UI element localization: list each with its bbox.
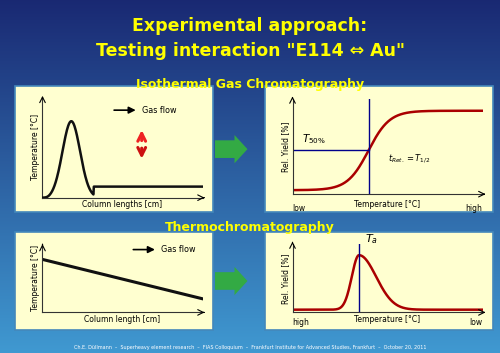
- Text: Ch.E. Düllmann  –  Superheavy element research  –  FIAS Colloquium  –  Frankfurt: Ch.E. Düllmann – Superheavy element rese…: [74, 345, 426, 350]
- Text: Temperature [°C]: Temperature [°C]: [354, 315, 420, 324]
- Y-axis label: Temperature [°C]: Temperature [°C]: [30, 114, 40, 180]
- FancyBboxPatch shape: [15, 86, 212, 212]
- X-axis label: Column length [cm]: Column length [cm]: [84, 315, 160, 324]
- Text: Thermochromatography: Thermochromatography: [165, 221, 335, 234]
- Text: low: low: [292, 204, 306, 213]
- Y-axis label: Rel. Yield [%]: Rel. Yield [%]: [280, 253, 289, 304]
- Text: Temperature [°C]: Temperature [°C]: [354, 201, 420, 209]
- Y-axis label: Rel. Yield [%]: Rel. Yield [%]: [280, 121, 289, 172]
- Text: low: low: [470, 318, 482, 327]
- Text: Gas flow: Gas flow: [161, 245, 196, 254]
- FancyBboxPatch shape: [15, 232, 212, 330]
- Text: $T_a$: $T_a$: [364, 232, 378, 246]
- Text: Experimental approach:: Experimental approach:: [132, 18, 368, 35]
- FancyBboxPatch shape: [265, 232, 492, 330]
- Y-axis label: Temperature [°C]: Temperature [°C]: [30, 245, 40, 311]
- X-axis label: Column lengths [cm]: Column lengths [cm]: [82, 201, 162, 209]
- FancyBboxPatch shape: [265, 86, 492, 212]
- Polygon shape: [215, 135, 248, 163]
- Polygon shape: [215, 267, 248, 295]
- Text: $T_{50\%}$: $T_{50\%}$: [302, 132, 326, 145]
- Text: high: high: [292, 318, 310, 327]
- Text: high: high: [466, 204, 482, 213]
- Text: $t_{Ret.}=T_{1/2}$: $t_{Ret.}=T_{1/2}$: [388, 152, 430, 165]
- Text: Testing interaction "E114 ⇔ Au": Testing interaction "E114 ⇔ Au": [96, 42, 405, 60]
- Text: Isothermal Gas Chromatography: Isothermal Gas Chromatography: [136, 78, 364, 90]
- Text: Gas flow: Gas flow: [142, 106, 176, 115]
